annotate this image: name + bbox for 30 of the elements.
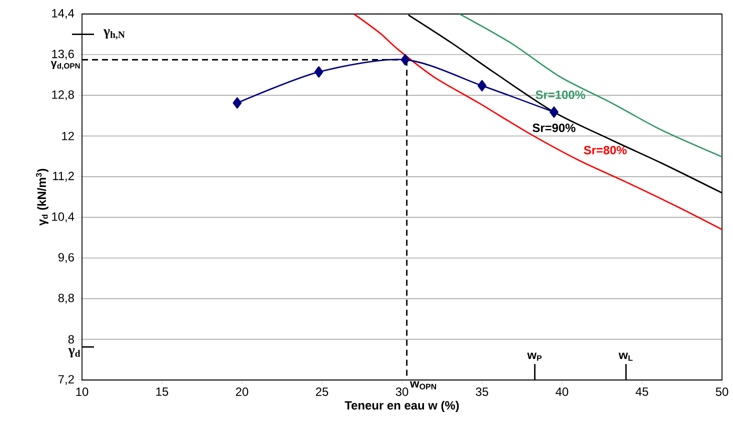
y-tick-label: 11,2 [53,172,74,182]
annotation: w$_{OPN}$ [410,381,436,390]
x-tick-label: 20 [236,388,248,396]
annotation: γ$_{d,OPN}$ [50,60,80,70]
y-tick-label: 13,6 [52,50,74,60]
y-tick-label: 8,8 [58,294,74,304]
y-tick-label: 12,8 [52,90,74,100]
x-tick-label: 10 [76,388,88,396]
y-tick-label: 7,2 [58,375,74,385]
x-tick-label: 30 [396,388,408,396]
x-tick-label: 40 [556,388,568,396]
y-tick-label: 9,6 [58,253,74,263]
series-label: Sr=90% [532,124,576,132]
text: γ$_{d}$ [68,348,80,358]
x-axis-title: Teneur en eau w (%) [344,400,459,412]
x-tick-label: 25 [316,388,328,396]
annotation: γ$_{h,N}$ [103,29,125,40]
series-label: Sr=80% [584,146,627,154]
x-tick-label: 50 [716,388,728,396]
y-tick-label: 12 [62,132,74,140]
y-tick-label: 8 [68,335,74,344]
y-tick-label: 10,4 [52,212,74,222]
x-tick-label: 35 [476,388,488,396]
annotation: w$_{P}$ [527,352,542,361]
y-axis-title: γ$_{d}$ (kN/m$^{3}$) [36,168,48,226]
y-tick-label: 14,4 [52,9,74,19]
series-label: Sr=100% [536,90,586,100]
annotation: w$_{L}$ [618,352,633,361]
x-tick-label: 45 [636,388,648,396]
x-tick-label: 15 [156,388,168,396]
